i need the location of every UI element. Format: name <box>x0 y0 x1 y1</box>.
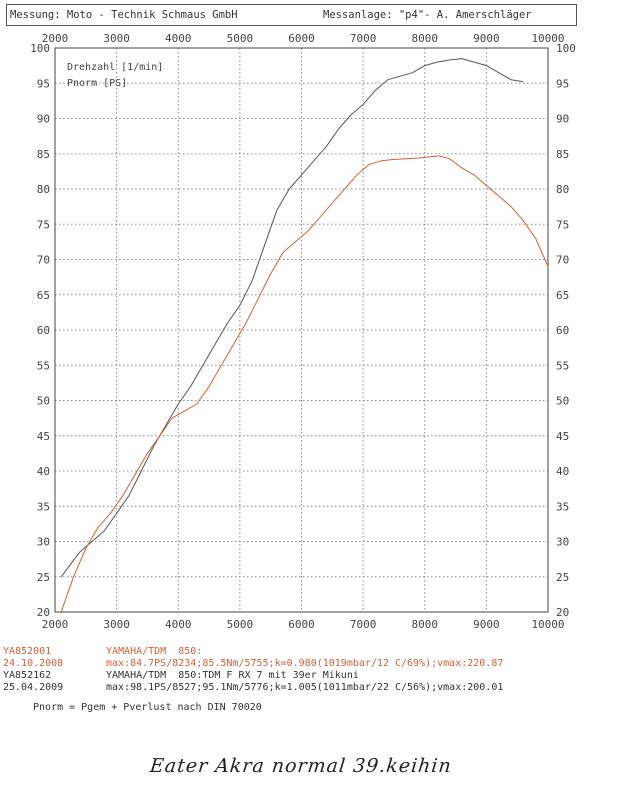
y-tick-label-right: 40 <box>556 465 569 478</box>
x-tick-label-top: 8000 <box>412 32 439 45</box>
x-tick-label-bottom: 7000 <box>350 618 377 631</box>
y-tick-label-left: 25 <box>37 571 50 584</box>
y-tick-label-left: 85 <box>37 148 50 161</box>
y-tick-label-left: 45 <box>37 430 50 443</box>
y-tick-label-right: 65 <box>556 289 569 302</box>
y-tick-label-right: 70 <box>556 254 569 267</box>
legend-run2-date: 25.04.2009 <box>3 682 64 693</box>
y-tick-label-right: 25 <box>556 571 569 584</box>
x-tick-label-bottom: 9000 <box>473 618 500 631</box>
x-tick-label-top: 2000 <box>42 32 69 45</box>
x-tick-label-bottom: 4000 <box>165 618 192 631</box>
axis-label-rpm: Drehzahl [1/min] <box>67 62 163 73</box>
header-measurement: Messung: Moto - Technik Schmaus GmbH <box>10 9 238 21</box>
y-tick-label-left: 90 <box>37 113 50 126</box>
legend-run1-id: YA852001 <box>3 646 52 657</box>
y-tick-label-right: 95 <box>556 77 569 90</box>
x-tick-label-top: 9000 <box>473 32 500 45</box>
y-tick-label-left: 20 <box>37 606 50 619</box>
y-tick-label-left: 40 <box>37 465 50 478</box>
y-tick-label-right: 45 <box>556 430 569 443</box>
y-tick-label-left: 55 <box>37 359 50 372</box>
din-formula: Pnorm = Pgem + Pverlust nach DIN 70020 <box>33 702 262 713</box>
y-tick-label-left: 50 <box>37 395 50 408</box>
chart-grid <box>54 47 549 613</box>
y-tick-label-right: 80 <box>556 183 569 196</box>
y-tick-label-right: 100 <box>556 42 576 55</box>
dyno-chart: 2000 2000 3000 3000 4000 4000 5000 5000 6000 6000… <box>30 32 576 631</box>
y-tick-label-left: 60 <box>37 324 50 337</box>
y-tick-label-left: 35 <box>37 500 50 513</box>
y-tick-label-right: 75 <box>556 218 569 231</box>
header-bar: Messung: Moto - Technik Schmaus GmbH Mes… <box>6 4 577 26</box>
y-tick-label-left: 80 <box>37 183 50 196</box>
y-tick-label-left: 75 <box>37 218 50 231</box>
y-tick-label-left: 65 <box>37 289 50 302</box>
x-tick-label-top: 6000 <box>288 32 315 45</box>
plot-frame <box>54 47 549 613</box>
y-tick-label-right: 85 <box>556 148 569 161</box>
x-tick-label-bottom: 8000 <box>412 618 439 631</box>
x-tick-label-bottom: 2000 <box>42 618 69 631</box>
x-tick-label-bottom: 3000 <box>103 618 130 631</box>
x-tick-label-top: 4000 <box>165 32 192 45</box>
axis-label-power: Pnorm [PS] <box>67 78 127 89</box>
x-tick-label-top: 7000 <box>350 32 377 45</box>
y-tick-label-right: 50 <box>556 395 569 408</box>
series-line-YA852001 <box>60 155 549 613</box>
x-tick-label-bottom: 5000 <box>227 618 254 631</box>
x-tick-label-bottom: 6000 <box>288 618 315 631</box>
legend-run2-id: YA852162 <box>3 670 52 681</box>
chart-tick-labels: 2000 2000 3000 3000 4000 4000 5000 5000 6000 6000… <box>30 32 576 631</box>
x-tick-label-top: 3000 <box>103 32 130 45</box>
y-tick-label-right: 35 <box>556 500 569 513</box>
chart-series <box>60 58 549 613</box>
y-tick-label-right: 60 <box>556 324 569 337</box>
y-tick-label-right: 90 <box>556 113 569 126</box>
y-tick-label-left: 70 <box>37 254 50 267</box>
legend-run2-vehicle: YAMAHA/TDM 850:TDM F RX 7 mit 39er Mikun… <box>106 670 359 681</box>
handwritten-note: Eater Akra normal 39.keihin <box>148 755 453 777</box>
y-tick-label-left: 95 <box>37 77 50 90</box>
legend-run2-values: max:98.1PS/8527;95.1Nm/5776;k=1.005(1011… <box>106 682 504 693</box>
y-tick-label-right: 30 <box>556 536 569 549</box>
x-tick-label-top: 5000 <box>227 32 254 45</box>
series-line-YA852162 <box>60 58 524 578</box>
header-station: Messanlage: "p4"- A. Amerschläger <box>323 9 532 21</box>
y-tick-label-right: 20 <box>556 606 569 619</box>
x-tick-label-top: 10000 <box>531 32 564 45</box>
legend-run1-values: max:84.7PS/8234;85.5Nm/5755;k=0.980(1019… <box>106 658 504 669</box>
legend-run1-vehicle: YAMAHA/TDM 850: <box>106 646 203 657</box>
y-tick-label-left: 30 <box>37 536 50 549</box>
y-tick-label-right: 55 <box>556 359 569 372</box>
legend-run1-date: 24.10.2008 <box>3 658 64 669</box>
y-tick-label-left: 100 <box>30 42 50 55</box>
x-tick-label-bottom: 10000 <box>531 618 564 631</box>
